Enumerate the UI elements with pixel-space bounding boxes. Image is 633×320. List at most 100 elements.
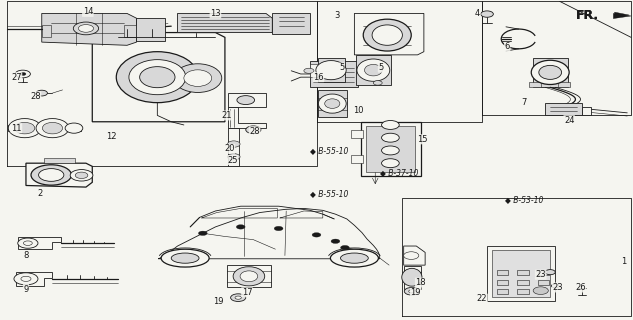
Text: 13: 13 [210,9,221,18]
Bar [366,126,415,172]
Circle shape [304,68,314,73]
Circle shape [230,294,246,301]
Circle shape [18,238,38,248]
Text: 11: 11 [11,124,22,132]
PathPatch shape [310,64,318,77]
Circle shape [373,81,382,85]
Bar [496,270,508,275]
Circle shape [21,276,31,281]
PathPatch shape [227,265,271,287]
PathPatch shape [613,13,631,19]
Ellipse shape [173,64,222,92]
Text: 16: 16 [313,73,323,82]
Circle shape [198,231,207,236]
Ellipse shape [65,123,83,133]
Ellipse shape [161,249,209,267]
Ellipse shape [8,119,41,138]
PathPatch shape [356,55,391,85]
PathPatch shape [404,246,425,265]
Circle shape [341,245,349,250]
Circle shape [404,252,419,260]
Circle shape [382,146,399,155]
Text: FR.: FR. [575,10,599,22]
PathPatch shape [545,103,582,116]
Circle shape [331,239,340,244]
PathPatch shape [26,163,92,187]
Bar [517,280,529,285]
Ellipse shape [116,52,198,103]
Circle shape [15,70,30,78]
Ellipse shape [341,253,368,263]
PathPatch shape [404,266,421,289]
Circle shape [237,96,254,105]
Circle shape [20,72,26,76]
Circle shape [78,25,94,32]
Circle shape [227,154,240,160]
Ellipse shape [172,253,199,263]
PathPatch shape [354,13,424,55]
Circle shape [246,126,261,133]
Circle shape [480,11,493,17]
Bar [496,289,508,294]
Circle shape [382,159,399,168]
Text: 2: 2 [37,189,42,198]
Ellipse shape [140,67,175,88]
Ellipse shape [365,64,382,76]
Text: FR.: FR. [575,9,599,21]
Text: 8: 8 [23,251,28,260]
Ellipse shape [31,165,72,185]
PathPatch shape [361,122,421,176]
PathPatch shape [177,13,272,33]
PathPatch shape [532,58,568,87]
Text: 15: 15 [417,135,428,144]
Bar [517,289,529,294]
PathPatch shape [228,128,239,166]
Text: 23: 23 [536,270,546,279]
Ellipse shape [15,123,35,134]
Circle shape [551,284,559,288]
PathPatch shape [228,108,266,128]
Bar [42,25,51,37]
Ellipse shape [357,59,390,81]
Bar [492,250,550,297]
Ellipse shape [70,170,93,181]
Text: 14: 14 [83,7,93,16]
Circle shape [545,270,555,275]
Ellipse shape [129,60,185,95]
Circle shape [73,22,99,35]
Bar [529,82,541,87]
Text: 17: 17 [242,288,253,297]
Bar [124,25,143,37]
Ellipse shape [363,19,411,51]
PathPatch shape [487,246,555,301]
Ellipse shape [531,60,569,84]
Circle shape [404,287,420,295]
Text: 12: 12 [106,132,116,140]
Text: 10: 10 [354,106,364,115]
PathPatch shape [18,237,61,249]
Text: 28: 28 [249,127,260,136]
Circle shape [409,290,415,293]
Circle shape [312,233,321,237]
PathPatch shape [228,93,266,108]
Ellipse shape [39,169,64,181]
Bar [582,108,591,116]
Text: ◆ B-53-10: ◆ B-53-10 [505,195,543,204]
Ellipse shape [240,271,258,282]
Text: 7: 7 [521,98,527,107]
Circle shape [23,241,32,245]
Text: 5: 5 [339,63,344,72]
Text: 6: 6 [505,42,510,52]
Text: 4: 4 [475,9,480,18]
PathPatch shape [615,12,629,18]
PathPatch shape [16,272,53,286]
Text: ◆ B-37-10: ◆ B-37-10 [380,168,418,177]
Circle shape [235,296,241,299]
Text: 5: 5 [379,63,384,72]
PathPatch shape [318,90,347,117]
Text: 22: 22 [477,294,487,303]
Text: 26: 26 [575,283,586,292]
Ellipse shape [316,60,346,80]
Text: 20: 20 [224,144,235,153]
Circle shape [227,141,240,147]
